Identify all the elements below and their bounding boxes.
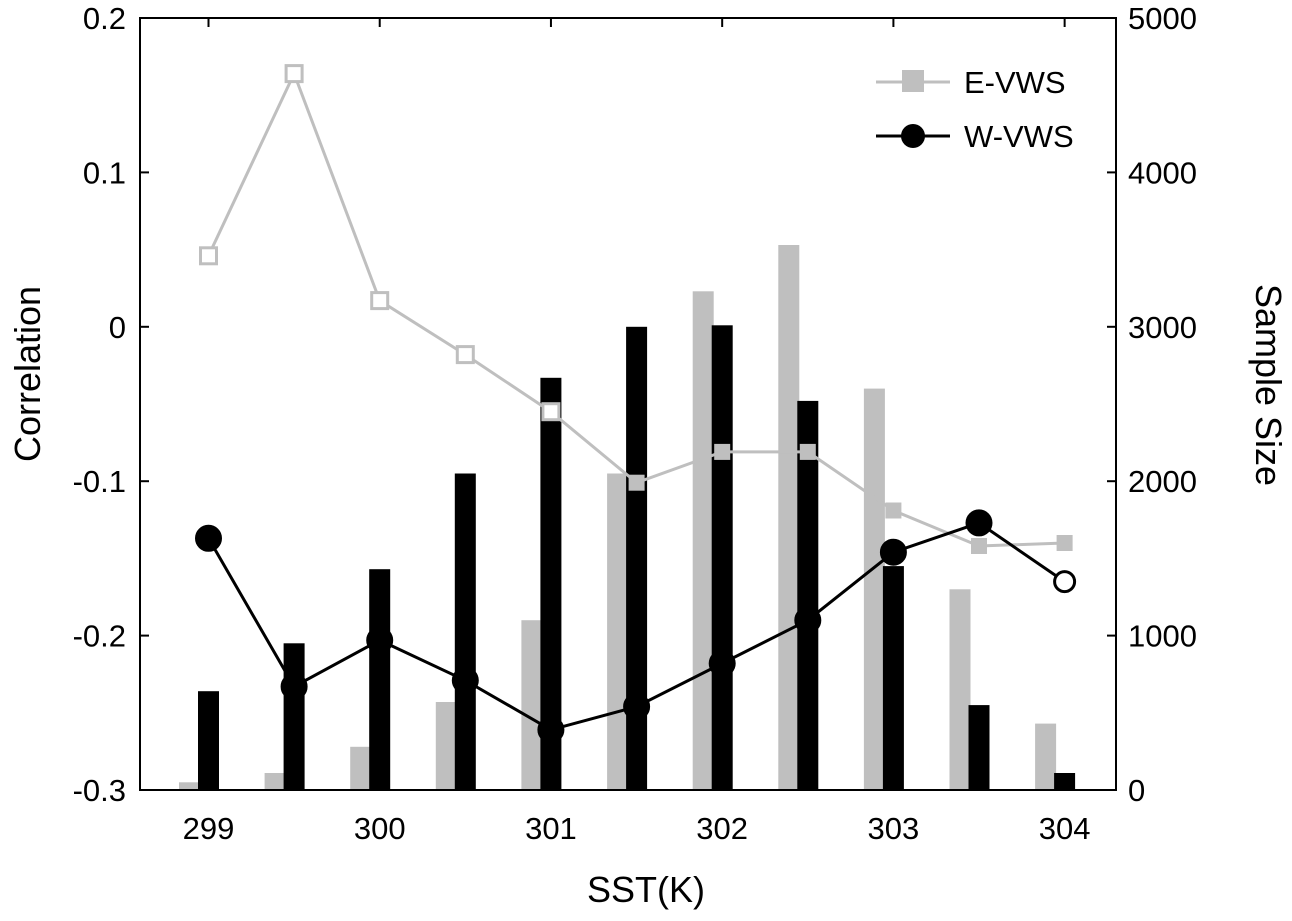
data-point-e-vws bbox=[628, 474, 645, 491]
x-axis-title: SST(K) bbox=[587, 869, 705, 910]
data-point-e-vws bbox=[541, 402, 561, 422]
sample-size-bar bbox=[711, 325, 733, 790]
sample-size-bar bbox=[521, 620, 543, 790]
sample-size-bar bbox=[369, 569, 391, 790]
sample-size-bar bbox=[778, 245, 800, 790]
y-tick-label-left: -0.1 bbox=[73, 464, 126, 499]
data-point-e-vws bbox=[199, 246, 218, 266]
data-point-w-vws bbox=[879, 538, 907, 566]
lines-layer bbox=[195, 64, 1077, 744]
data-point-w-vws bbox=[537, 716, 565, 744]
ticks-layer bbox=[140, 17, 1116, 791]
legend-label-w-vws: W-VWS bbox=[964, 119, 1074, 154]
y-axis-title-left: Correlation bbox=[7, 286, 48, 462]
legend-label-e-vws: E-VWS bbox=[964, 65, 1066, 100]
plot-frame bbox=[139, 17, 1117, 791]
data-point-w-vws bbox=[1053, 570, 1077, 594]
data-point-e-vws bbox=[370, 291, 390, 311]
data-point-e-vws bbox=[284, 64, 304, 84]
data-point-e-vws bbox=[885, 502, 902, 519]
y-tick-label-left: -0.3 bbox=[73, 773, 126, 808]
x-tick-label: 304 bbox=[1039, 811, 1091, 846]
data-point-w-vws bbox=[451, 666, 479, 694]
sample-size-bar bbox=[1035, 723, 1057, 790]
legend-marker-e-vws bbox=[902, 70, 924, 92]
data-point-w-vws bbox=[965, 509, 993, 537]
y-tick-label-right: 1000 bbox=[1128, 619, 1197, 654]
y-tick-label-left: -0.2 bbox=[73, 619, 126, 654]
data-point-w-vws bbox=[280, 673, 308, 701]
sample-size-bar bbox=[179, 782, 200, 790]
y-tick-label-left: 0 bbox=[109, 310, 126, 345]
data-point-w-vws bbox=[623, 693, 651, 721]
tick-labels-layer: 299 300 301 302 303 304 -0.3 -0.2 -0.1 0 0.1 0.2 0 10… bbox=[73, 1, 1197, 846]
y-tick-label-left: 0.2 bbox=[83, 1, 126, 36]
sample-size-bar bbox=[607, 473, 629, 790]
sample-size-bar bbox=[692, 291, 714, 790]
x-tick-label: 300 bbox=[354, 811, 406, 846]
data-point-w-vws bbox=[366, 626, 394, 654]
x-tick-label: 301 bbox=[525, 811, 577, 846]
y-tick-label-left: 0.1 bbox=[83, 155, 126, 190]
sample-size-bar bbox=[454, 473, 476, 790]
sample-size-bar bbox=[198, 691, 219, 790]
x-tick-label: 299 bbox=[183, 811, 235, 846]
sample-size-bar bbox=[863, 388, 885, 790]
y-tick-label-right: 0 bbox=[1128, 773, 1145, 808]
sample-size-bar bbox=[264, 773, 286, 790]
data-point-e-vws bbox=[714, 443, 731, 460]
x-tick-label: 303 bbox=[868, 811, 920, 846]
y-tick-label-right: 4000 bbox=[1128, 155, 1197, 190]
sample-size-bar bbox=[540, 377, 562, 790]
data-point-e-vws bbox=[455, 345, 475, 365]
data-point-e-vws bbox=[1056, 535, 1073, 551]
bars-layer bbox=[179, 245, 1076, 790]
data-point-e-vws bbox=[799, 443, 816, 460]
data-point-w-vws bbox=[794, 606, 822, 634]
sample-size-bar bbox=[882, 566, 904, 790]
sample-size-bar bbox=[435, 702, 457, 790]
sample-size-bar bbox=[350, 746, 372, 790]
sample-size-bar bbox=[949, 589, 971, 790]
data-point-w-vws bbox=[708, 649, 736, 677]
legend-marker-w-vws bbox=[901, 124, 925, 148]
sample-size-bar bbox=[283, 643, 305, 790]
sample-size-bar bbox=[968, 705, 990, 790]
data-point-w-vws bbox=[195, 524, 222, 552]
data-point-e-vws bbox=[971, 538, 987, 554]
legend: E-VWS W-VWS bbox=[876, 65, 1074, 154]
sample-size-bar bbox=[797, 400, 819, 790]
y-tick-label-right: 3000 bbox=[1128, 310, 1197, 345]
y-tick-label-right: 5000 bbox=[1128, 1, 1197, 36]
sample-size-bar bbox=[626, 326, 648, 790]
x-tick-label: 302 bbox=[696, 811, 748, 846]
y-tick-label-right: 2000 bbox=[1128, 464, 1197, 499]
y-axis-title-right: Sample Size bbox=[1248, 284, 1289, 486]
